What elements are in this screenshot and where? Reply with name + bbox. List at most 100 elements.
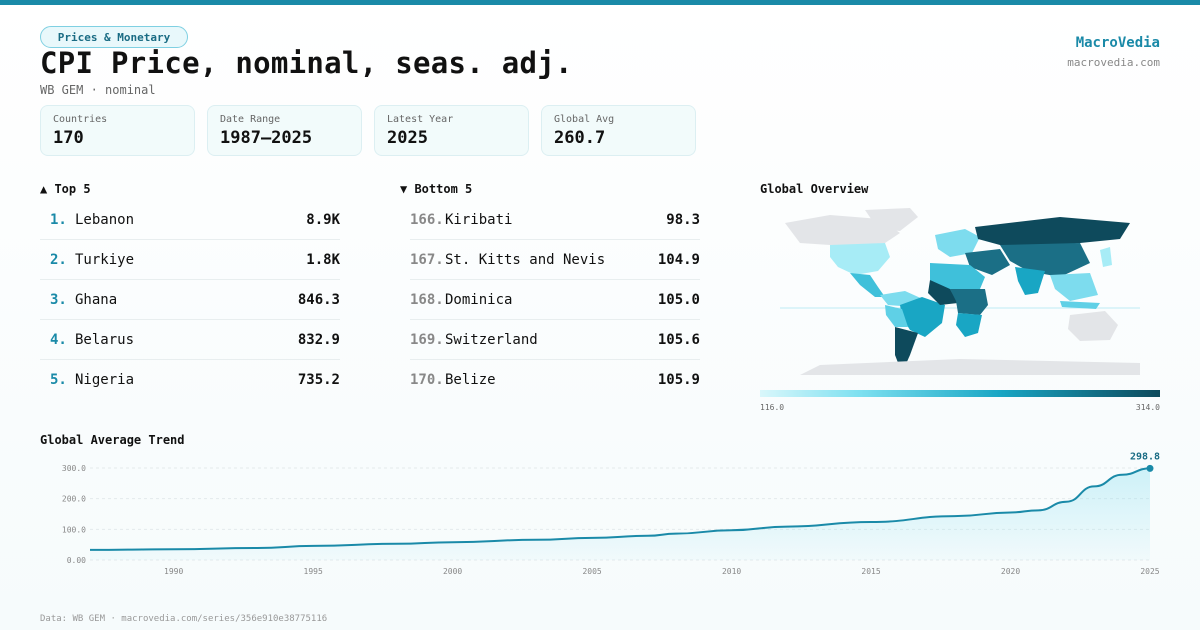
country-value: 846.3 xyxy=(297,292,340,308)
map-legend-bar xyxy=(760,390,1160,397)
country-value: 735.2 xyxy=(297,372,340,388)
top5-list: 1. Lebanon 8.9K 2. Turkiye 1.8K 3. Ghana… xyxy=(40,200,340,400)
world-map[interactable] xyxy=(760,205,1160,385)
bottom5-title: ▼ Bottom 5 xyxy=(400,182,473,196)
country-name: Switzerland xyxy=(445,332,538,348)
map-region-north-africa[interactable] xyxy=(930,263,985,291)
map-title: Global Overview xyxy=(760,182,869,196)
brand-url[interactable]: macrovedia.com xyxy=(1067,56,1160,69)
x-tick-label: 2005 xyxy=(582,567,601,576)
legend-min-label: 116.0 xyxy=(760,403,785,412)
rank-number: 3. xyxy=(50,292,67,308)
stat-card-countries: Countries 170 xyxy=(40,105,195,156)
stat-label: Date Range xyxy=(220,114,281,125)
list-item[interactable]: 1. Lebanon 8.9K xyxy=(40,200,340,240)
country-value: 105.9 xyxy=(657,372,700,388)
brand-logo[interactable]: MacroVedia xyxy=(1075,35,1160,51)
rank-number: 2. xyxy=(50,252,67,268)
map-region-middle-east[interactable] xyxy=(965,249,1010,275)
bottom5-list: 166. Kiribati 98.3 167. St. Kitts and Ne… xyxy=(410,200,700,400)
map-region-indonesia[interactable] xyxy=(1060,301,1100,309)
last-value-label: 298.8 xyxy=(1130,452,1160,462)
map-region-usa[interactable] xyxy=(830,243,890,275)
list-item[interactable]: 2. Turkiye 1.8K xyxy=(40,240,340,280)
y-tick-label: 100.0 xyxy=(62,525,86,534)
trend-line xyxy=(89,467,1151,551)
country-value: 832.9 xyxy=(297,332,340,348)
x-tick-label: 2015 xyxy=(861,567,880,576)
list-item[interactable]: 168. Dominica 105.0 xyxy=(410,280,700,320)
map-region-west-africa[interactable] xyxy=(928,280,958,305)
y-tick-label: 200.0 xyxy=(62,495,86,504)
trend-title: Global Average Trend xyxy=(40,433,185,447)
stat-card-latest-year: Latest Year 2025 xyxy=(374,105,529,156)
stat-card-global-avg: Global Avg 260.7 xyxy=(541,105,696,156)
map-region-asia[interactable] xyxy=(1000,243,1090,277)
y-axis-ticks: 0.00 100.0 200.0 300.0 xyxy=(62,464,86,565)
stat-value: 2025 xyxy=(387,128,428,148)
list-item[interactable]: 5. Nigeria 735.2 xyxy=(40,360,340,400)
map-region-russia[interactable] xyxy=(975,217,1130,245)
x-tick-label: 2010 xyxy=(722,567,741,576)
y-tick-label: 300.0 xyxy=(62,464,86,473)
map-region-antarctica[interactable] xyxy=(800,359,1140,375)
country-value: 1.8K xyxy=(306,252,340,268)
list-item[interactable]: 3. Ghana 846.3 xyxy=(40,280,340,320)
x-tick-label: 2000 xyxy=(443,567,462,576)
country-value: 105.0 xyxy=(657,292,700,308)
stat-label: Countries xyxy=(53,114,108,125)
source-footer[interactable]: Data: WB GEM · macrovedia.com/series/356… xyxy=(40,614,328,624)
list-item[interactable]: 170. Belize 105.9 xyxy=(410,360,700,400)
list-item[interactable]: 4. Belarus 832.9 xyxy=(40,320,340,360)
country-value: 8.9K xyxy=(306,212,340,228)
stat-label: Latest Year xyxy=(387,114,454,125)
map-region-canada[interactable] xyxy=(785,215,900,245)
map-region-australia[interactable] xyxy=(1068,311,1118,341)
category-badge[interactable]: Prices & Monetary xyxy=(40,26,188,48)
country-name: Lebanon xyxy=(75,212,135,228)
trend-chart[interactable]: 0.00 100.0 200.0 300.0 1990 1995 2000 2005 2010… xyxy=(40,452,1165,582)
country-name: Belarus xyxy=(75,332,135,348)
x-tick-label: 2025 xyxy=(1140,567,1159,576)
map-region-mexico[interactable] xyxy=(850,273,885,297)
map-region-argentina[interactable] xyxy=(895,327,918,373)
map-region-andes[interactable] xyxy=(885,305,908,327)
map-region-india[interactable] xyxy=(1015,267,1045,295)
rank-number: 170. xyxy=(410,372,444,388)
rank-number: 167. xyxy=(410,252,444,268)
map-region-europe[interactable] xyxy=(935,229,980,257)
country-value: 98.3 xyxy=(666,212,700,228)
country-name: St. Kitts and Nevis xyxy=(445,252,606,268)
rank-number: 1. xyxy=(50,212,67,228)
x-tick-label: 1990 xyxy=(164,567,183,576)
country-value: 105.6 xyxy=(657,332,700,348)
list-item[interactable]: 167. St. Kitts and Nevis 104.9 xyxy=(410,240,700,280)
rank-number: 166. xyxy=(410,212,444,228)
map-region-southeast-asia[interactable] xyxy=(1050,273,1098,301)
list-item[interactable]: 169. Switzerland 105.6 xyxy=(410,320,700,360)
y-tick-label: 0.00 xyxy=(67,556,86,565)
country-name: Kiribati xyxy=(445,212,513,228)
rank-number: 4. xyxy=(50,332,67,348)
country-name: Dominica xyxy=(445,292,513,308)
stat-value: 170 xyxy=(53,128,84,148)
trend-area xyxy=(90,468,1150,560)
stat-label: Global Avg xyxy=(554,114,615,125)
country-name: Turkiye xyxy=(75,252,135,268)
country-name: Ghana xyxy=(75,292,118,308)
country-name: Belize xyxy=(445,372,496,388)
map-region-southern-africa[interactable] xyxy=(956,313,982,337)
page-subtitle: WB GEM · nominal xyxy=(40,83,156,97)
top5-title: ▲ Top 5 xyxy=(40,182,91,196)
map-region-brazil[interactable] xyxy=(900,297,945,337)
stat-value: 260.7 xyxy=(554,128,606,148)
last-point-marker[interactable] xyxy=(1146,464,1154,472)
map-region-japan[interactable] xyxy=(1100,247,1112,267)
stat-value: 1987–2025 xyxy=(220,128,313,148)
map-region-east-africa[interactable] xyxy=(950,289,988,315)
rank-number: 5. xyxy=(50,372,67,388)
country-name: Nigeria xyxy=(75,372,135,388)
list-item[interactable]: 166. Kiribati 98.3 xyxy=(410,200,700,240)
legend-max-label: 314.0 xyxy=(1135,403,1160,412)
top-accent-bar xyxy=(0,0,1200,5)
